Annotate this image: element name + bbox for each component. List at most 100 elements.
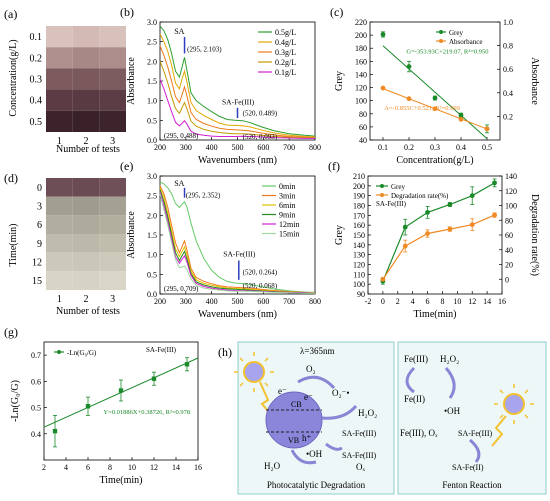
annotation-sa: SA bbox=[174, 179, 184, 188]
panel-h: (h) λ=365nm CB VB e⁻ e⁻ h⁺ O₂ O₂⁻• H₂O₂ … bbox=[218, 341, 547, 495]
chart-e: (e) 200 300 400 500 600 700 800 0.0 0.5 1.0 1.5 2.0 2… bbox=[120, 159, 321, 320]
fenton-box bbox=[397, 341, 547, 495]
y-tick-label: 150 bbox=[353, 231, 365, 240]
annotation-safe3: SA-Fe(III) bbox=[223, 250, 256, 259]
y2-tick-label: 0 bbox=[505, 275, 509, 284]
x-tick-label: 10 bbox=[453, 297, 461, 306]
x-tick-label: 0.5 bbox=[482, 143, 492, 152]
annotation-sa: SA bbox=[174, 27, 184, 36]
arrow-to-safe3 bbox=[325, 442, 343, 451]
annotation-peak-top: (295, 2.103) bbox=[187, 46, 222, 54]
color-swatch bbox=[99, 178, 126, 197]
y-tick-label: 140 bbox=[353, 241, 365, 250]
data-point bbox=[425, 231, 430, 236]
y2-tick-label: 0.6 bbox=[503, 65, 513, 74]
color-swatch bbox=[72, 178, 100, 197]
x-tick-label: 0 bbox=[381, 297, 385, 306]
color-swatch bbox=[72, 196, 100, 216]
legend-label: 0min bbox=[279, 182, 295, 191]
h2o2-label-b: H₂O₂ bbox=[440, 354, 459, 364]
x-tick-label: 800 bbox=[309, 143, 321, 152]
y-axis-title: Absorbance bbox=[126, 211, 137, 259]
y-axis-title: Grey bbox=[334, 71, 345, 91]
panel-a: (a) 0.1 0.2 0.3 0.4 0.5 1 2 3 Concentration(g/L… bbox=[4, 7, 126, 155]
color-swatch bbox=[46, 89, 73, 111]
light-ray-right bbox=[491, 415, 507, 447]
legend-marker bbox=[439, 30, 443, 34]
y-tick-label: 120 bbox=[353, 261, 365, 270]
data-point bbox=[469, 193, 475, 199]
color-swatch bbox=[99, 234, 126, 253]
col-tick-label: 3 bbox=[110, 294, 115, 305]
chart-b: (b) 200 300 400 500 600 700 800 0.0 0.5 1.0 1.5 2.0 2… bbox=[120, 5, 321, 166]
y-tick-label: 0.5 bbox=[147, 270, 157, 279]
y2-axis-title: Absorbance bbox=[529, 57, 540, 105]
col-tick-label: 2 bbox=[84, 136, 89, 147]
arrow-to-h2o2 bbox=[321, 404, 358, 420]
row-tick-label: 0.3 bbox=[30, 75, 43, 86]
y-tick-label: 190 bbox=[353, 192, 365, 201]
y-axis-title: Absorbance bbox=[126, 57, 137, 105]
legend-label: 3min bbox=[279, 192, 295, 201]
legend-marker bbox=[57, 350, 61, 354]
x-tick-label: 6 bbox=[86, 463, 90, 472]
data-point bbox=[458, 112, 464, 118]
color-swatch bbox=[46, 215, 73, 234]
row-tick-label: 0.4 bbox=[30, 96, 43, 107]
legend-label: 9min bbox=[279, 211, 295, 220]
y-tick-label: 220 bbox=[355, 18, 367, 27]
y2-tick-label: 140 bbox=[505, 172, 517, 181]
x-tick-label: 800 bbox=[309, 297, 321, 306]
sun-icon-left bbox=[234, 352, 274, 392]
x-tick-label: 0.2 bbox=[404, 143, 414, 152]
series-line bbox=[159, 25, 316, 137]
row-tick-label: 0.1 bbox=[30, 32, 43, 43]
electron-label-2: e⁻ bbox=[304, 392, 313, 402]
x-axis-title: Time(min) bbox=[414, 309, 457, 320]
arrow-fe3-to-fe2 bbox=[405, 366, 416, 394]
y-tick-label: 140 bbox=[355, 70, 367, 79]
x-axis-title: Concentration(g/L) bbox=[396, 155, 473, 166]
x-tick-label: 14 bbox=[483, 297, 491, 306]
color-swatch bbox=[99, 271, 126, 290]
x-tick-label: 0.3 bbox=[430, 143, 440, 152]
hydroxyl-label-b: •OH bbox=[444, 406, 461, 416]
data-point bbox=[402, 224, 408, 230]
color-swatch bbox=[72, 68, 100, 90]
x-tick-label: 4 bbox=[411, 297, 415, 306]
data-point bbox=[151, 376, 157, 381]
annotation-peak-top: (295, 2.352) bbox=[186, 192, 221, 200]
data-point bbox=[406, 64, 412, 69]
x-tick-label: 200 bbox=[154, 143, 166, 152]
y-tick-label: 40 bbox=[359, 136, 367, 145]
legend-label: -Ln(G₀/G) bbox=[67, 349, 97, 357]
superoxide-label: O₂⁻• bbox=[332, 388, 350, 398]
y-tick-label: 90 bbox=[357, 290, 365, 299]
panel-label: (f) bbox=[328, 159, 340, 173]
series-line bbox=[159, 33, 316, 138]
annotation-fit: Y=0.01886X+0.38726, R²=0.978 bbox=[103, 409, 190, 416]
wavelength-label: λ=365nm bbox=[300, 346, 334, 356]
fit-line bbox=[382, 45, 488, 139]
x-tick-label: 16 bbox=[194, 463, 202, 472]
chart-f: (f)-2 0 2 4 6 8 10 12 14 169010011012013014015016… bbox=[328, 159, 540, 320]
x-axis-title: Time(min) bbox=[100, 475, 143, 486]
panel-label: (b) bbox=[120, 5, 134, 19]
ox-label: Oₓ bbox=[356, 462, 365, 472]
y-axis-title: Grey bbox=[334, 225, 345, 245]
y-tick-label: 1.5 bbox=[147, 77, 157, 86]
subtitle: SA-Fe(III) bbox=[146, 346, 177, 354]
y-tick-label: 60 bbox=[359, 123, 367, 132]
series-line bbox=[382, 182, 495, 282]
y-tick-label: 0.7 bbox=[31, 351, 41, 360]
col-tick-label: 3 bbox=[110, 136, 115, 147]
o2-label: O₂ bbox=[306, 364, 316, 374]
color-swatch bbox=[46, 271, 73, 290]
y2-axis-title: Degradation rate(%) bbox=[529, 194, 540, 276]
data-point bbox=[484, 126, 490, 132]
y-tick-label: 120 bbox=[355, 84, 367, 93]
y2-tick-label: 20 bbox=[505, 261, 513, 270]
y-tick-label: 160 bbox=[355, 57, 367, 66]
data-point bbox=[406, 96, 412, 102]
color-swatch bbox=[46, 252, 73, 272]
